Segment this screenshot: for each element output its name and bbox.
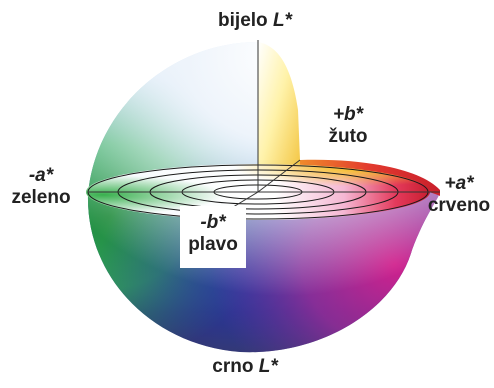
label-blue-minus-b: -b* plavo <box>188 212 238 255</box>
yellow-cut-face <box>258 42 300 190</box>
label-green-minus-a: -a* zeleno <box>11 165 71 208</box>
label-black-l: crno L* <box>212 356 278 377</box>
label-yellow-plus-b: +b* žuto <box>328 104 368 147</box>
label-red-plus-a: +a* crveno <box>427 173 491 216</box>
label-white-l: bijelo L* <box>218 10 292 31</box>
label-blue-background <box>180 206 246 268</box>
